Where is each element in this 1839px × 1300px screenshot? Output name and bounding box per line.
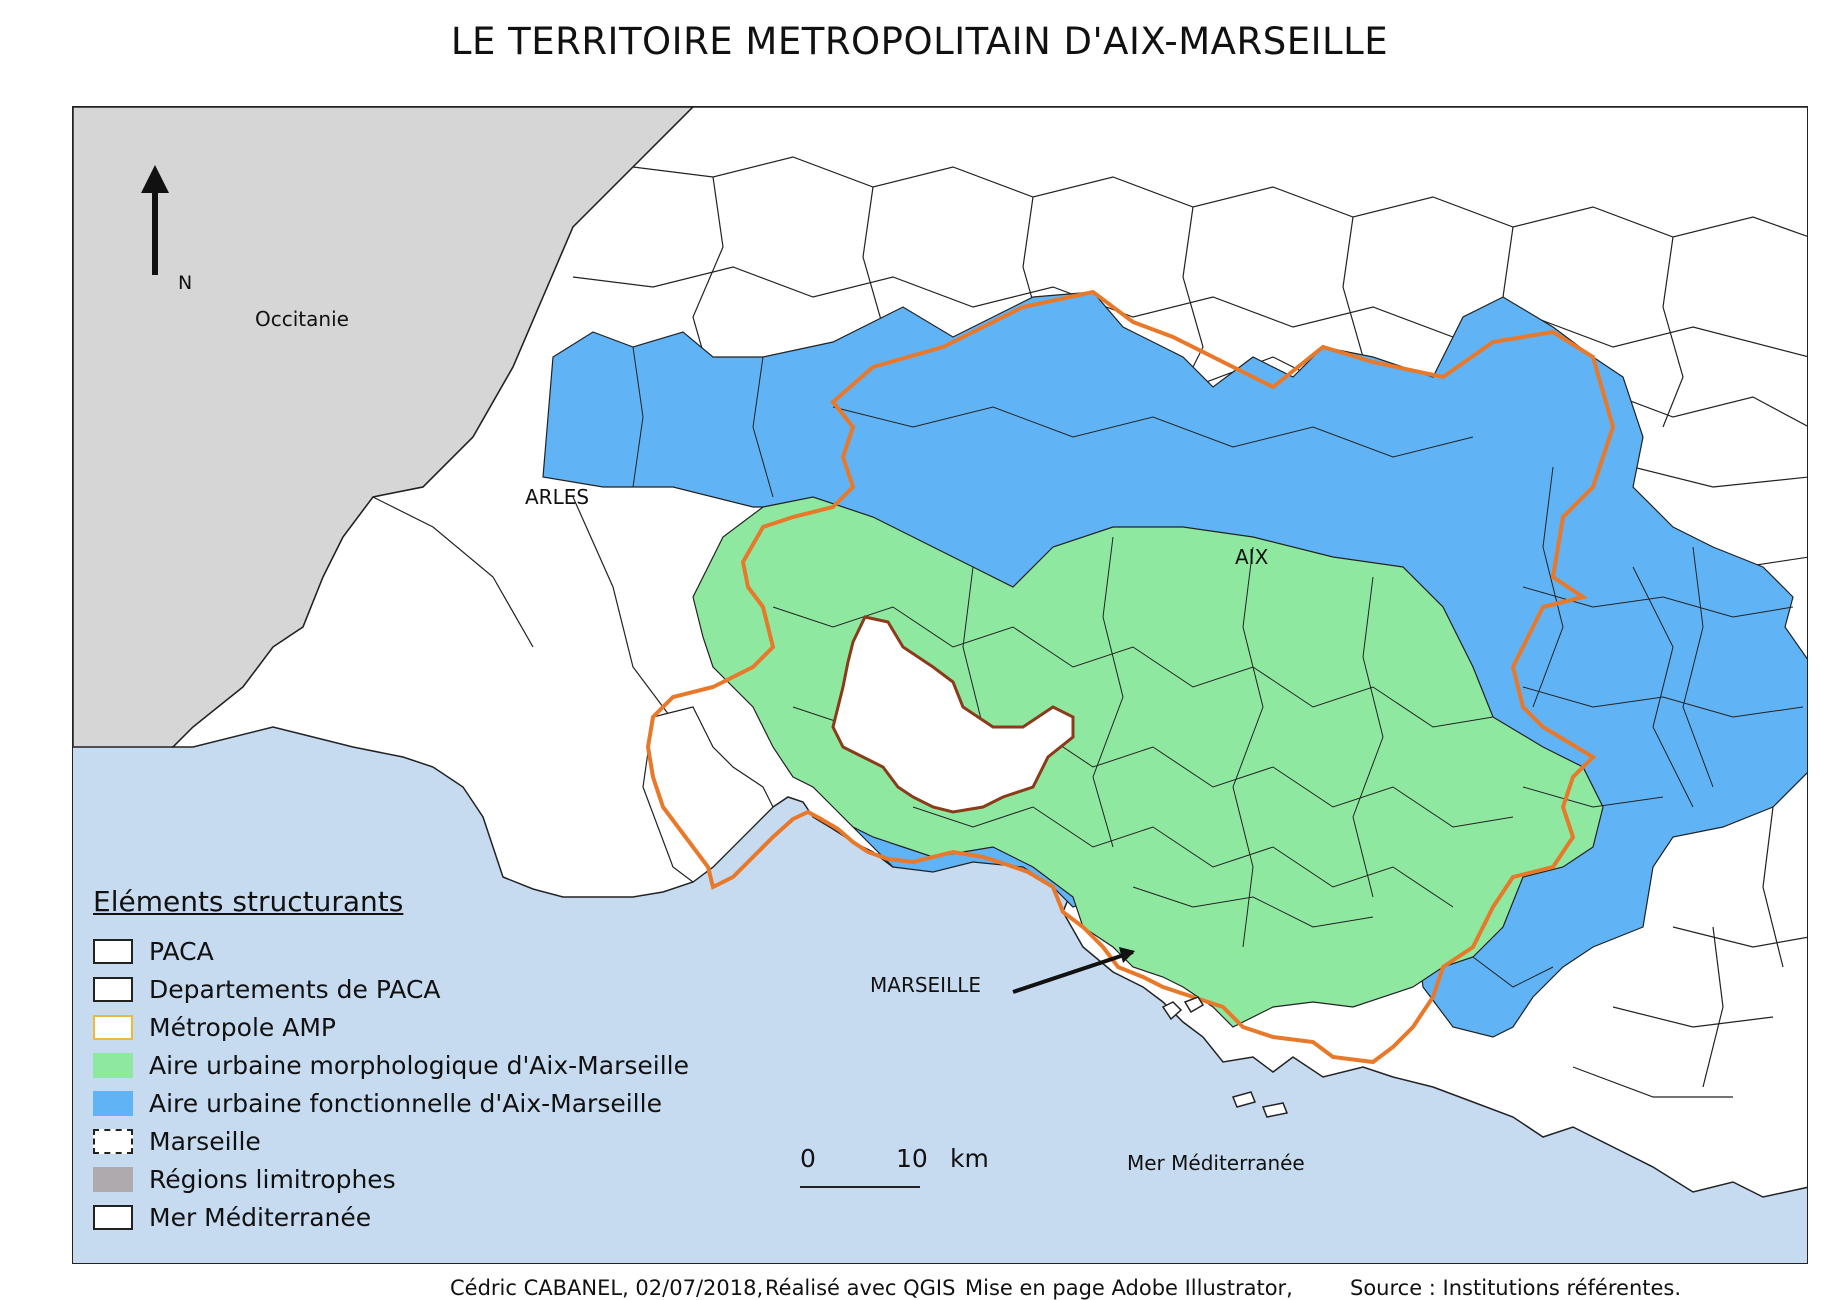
label-arles: ARLES — [525, 485, 590, 509]
legend-swatch — [93, 1166, 133, 1192]
fonctionnelle-boundaries — [632, 346, 1804, 988]
legend-item: Aire urbaine fonctionnelle d'Aix-Marseil… — [93, 1084, 689, 1122]
legend-item: Aire urbaine morphologique d'Aix-Marseil… — [93, 1046, 689, 1084]
legend-item: Métropole AMP — [93, 1008, 689, 1046]
marseille-arrow-icon — [1012, 947, 1135, 994]
legend-title: Eléments structurants — [93, 885, 404, 918]
legend-swatch — [93, 1014, 133, 1040]
legend-item: Marseille — [93, 1122, 689, 1160]
legend-label: PACA — [149, 936, 214, 966]
legend-items: PACA Departements de PACA Métropole AMP Air… — [93, 932, 689, 1236]
etang-de-berre — [831, 615, 1075, 814]
legend-item: Mer Méditerranée — [93, 1198, 689, 1236]
legend-label: Mer Méditerranée — [149, 1202, 372, 1232]
legend-label: Marseille — [149, 1126, 261, 1156]
scale-end: 10 — [896, 1144, 928, 1173]
credit-source: Source : Institutions référentes. — [1350, 1276, 1682, 1300]
legend-label: Aire urbaine morphologique d'Aix-Marseil… — [149, 1050, 689, 1080]
aire-urbaine-morphologique — [692, 496, 1604, 1028]
label-marseille: MARSEILLE — [870, 973, 981, 997]
frioul-islands — [1161, 996, 1205, 1021]
legend: Eléments structurants PACA Departements d… — [93, 885, 689, 1236]
credit-software: Réalisé avec QGIS — [765, 1276, 956, 1300]
legend-label: Aire urbaine fonctionnelle d'Aix-Marseil… — [149, 1088, 662, 1118]
camargue-land — [642, 706, 774, 883]
legend-item: Régions limitrophes — [93, 1160, 689, 1198]
north-label: N — [178, 272, 193, 294]
legend-label: Métropole AMP — [149, 1012, 336, 1042]
legend-item: PACA — [93, 932, 689, 970]
label-mer-mediterranee: Mer Méditerranée — [1127, 1151, 1305, 1175]
metropole-amp-outline — [645, 289, 1616, 1065]
credit-layout: Mise en page Adobe Illustrator, — [965, 1276, 1293, 1300]
north-arrow-icon — [141, 165, 169, 275]
legend-swatch — [93, 1090, 133, 1116]
legend-swatch — [93, 1204, 133, 1230]
map-frame: Occitanie ARLES AIX MARSEILLE Mer Médite… — [72, 106, 1808, 1264]
map-title: LE TERRITOIRE METROPOLITAIN D'AIX-MARSEI… — [450, 20, 1389, 63]
legend-label: Departements de PACA — [149, 974, 441, 1004]
scale-line — [800, 1186, 920, 1188]
legend-swatch — [93, 1052, 133, 1078]
legend-swatch — [93, 976, 133, 1002]
map-canvas — [73, 107, 1807, 1263]
credit-author: Cédric CABANEL, 02/07/2018, — [450, 1276, 764, 1300]
scale-start: 0 — [800, 1144, 816, 1173]
scale-bar: 0 10 km — [800, 1144, 1000, 1204]
label-aix: AIX — [1235, 545, 1269, 569]
scale-unit: km — [950, 1144, 989, 1173]
legend-label: Régions limitrophes — [149, 1164, 396, 1194]
credits: Cédric CABANEL, 02/07/2018, Réalisé avec… — [0, 1276, 1839, 1300]
legend-swatch — [93, 938, 133, 964]
riou-islands — [1231, 1091, 1289, 1118]
legend-swatch — [93, 1128, 133, 1154]
label-occitanie: Occitanie — [255, 307, 349, 331]
legend-item: Departements de PACA — [93, 970, 689, 1008]
